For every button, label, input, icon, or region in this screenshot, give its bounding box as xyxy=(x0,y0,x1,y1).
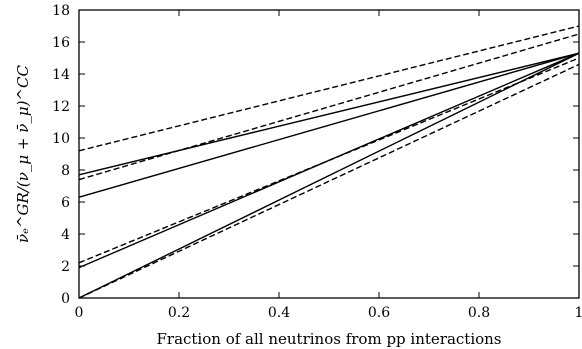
y-tick-label: 10 xyxy=(52,131,70,147)
y-tick-label: 8 xyxy=(61,163,70,179)
y-tick-label: 18 xyxy=(52,3,70,19)
y-tick-label: 14 xyxy=(52,67,70,83)
series-line-1 xyxy=(78,52,580,176)
x-tick-label: 0.4 xyxy=(268,305,290,321)
series-lines xyxy=(78,25,580,299)
series-line-6 xyxy=(78,33,580,181)
x-tick-label: 1 xyxy=(575,305,582,321)
y-axis-label: ν̄ₑ^GR/(ν_μ + ν̄_μ)^CC xyxy=(14,65,32,243)
x-tick-label: 0.2 xyxy=(168,305,190,321)
y-tick-label: 16 xyxy=(52,35,70,51)
axis-ticks xyxy=(78,9,580,299)
plot-frame xyxy=(78,9,580,299)
y-tick-label: 6 xyxy=(61,195,70,211)
y-tick-label: 0 xyxy=(61,291,70,307)
y-tick-label: 4 xyxy=(61,227,70,243)
x-tick-label: 0.6 xyxy=(368,305,390,321)
y-tick-label: 2 xyxy=(61,259,70,275)
series-line-2 xyxy=(78,52,580,198)
x-axis-label: Fraction of all neutrinos from pp intera… xyxy=(156,330,501,348)
y-tick-label: 12 xyxy=(52,99,70,115)
series-line-5 xyxy=(78,25,580,152)
series-line-8 xyxy=(78,63,580,299)
x-tick-label: 0.8 xyxy=(468,305,490,321)
x-tick-label: 0 xyxy=(75,305,84,321)
series-line-4 xyxy=(78,52,580,299)
plot-border xyxy=(78,9,580,299)
series-line-7 xyxy=(78,57,580,264)
